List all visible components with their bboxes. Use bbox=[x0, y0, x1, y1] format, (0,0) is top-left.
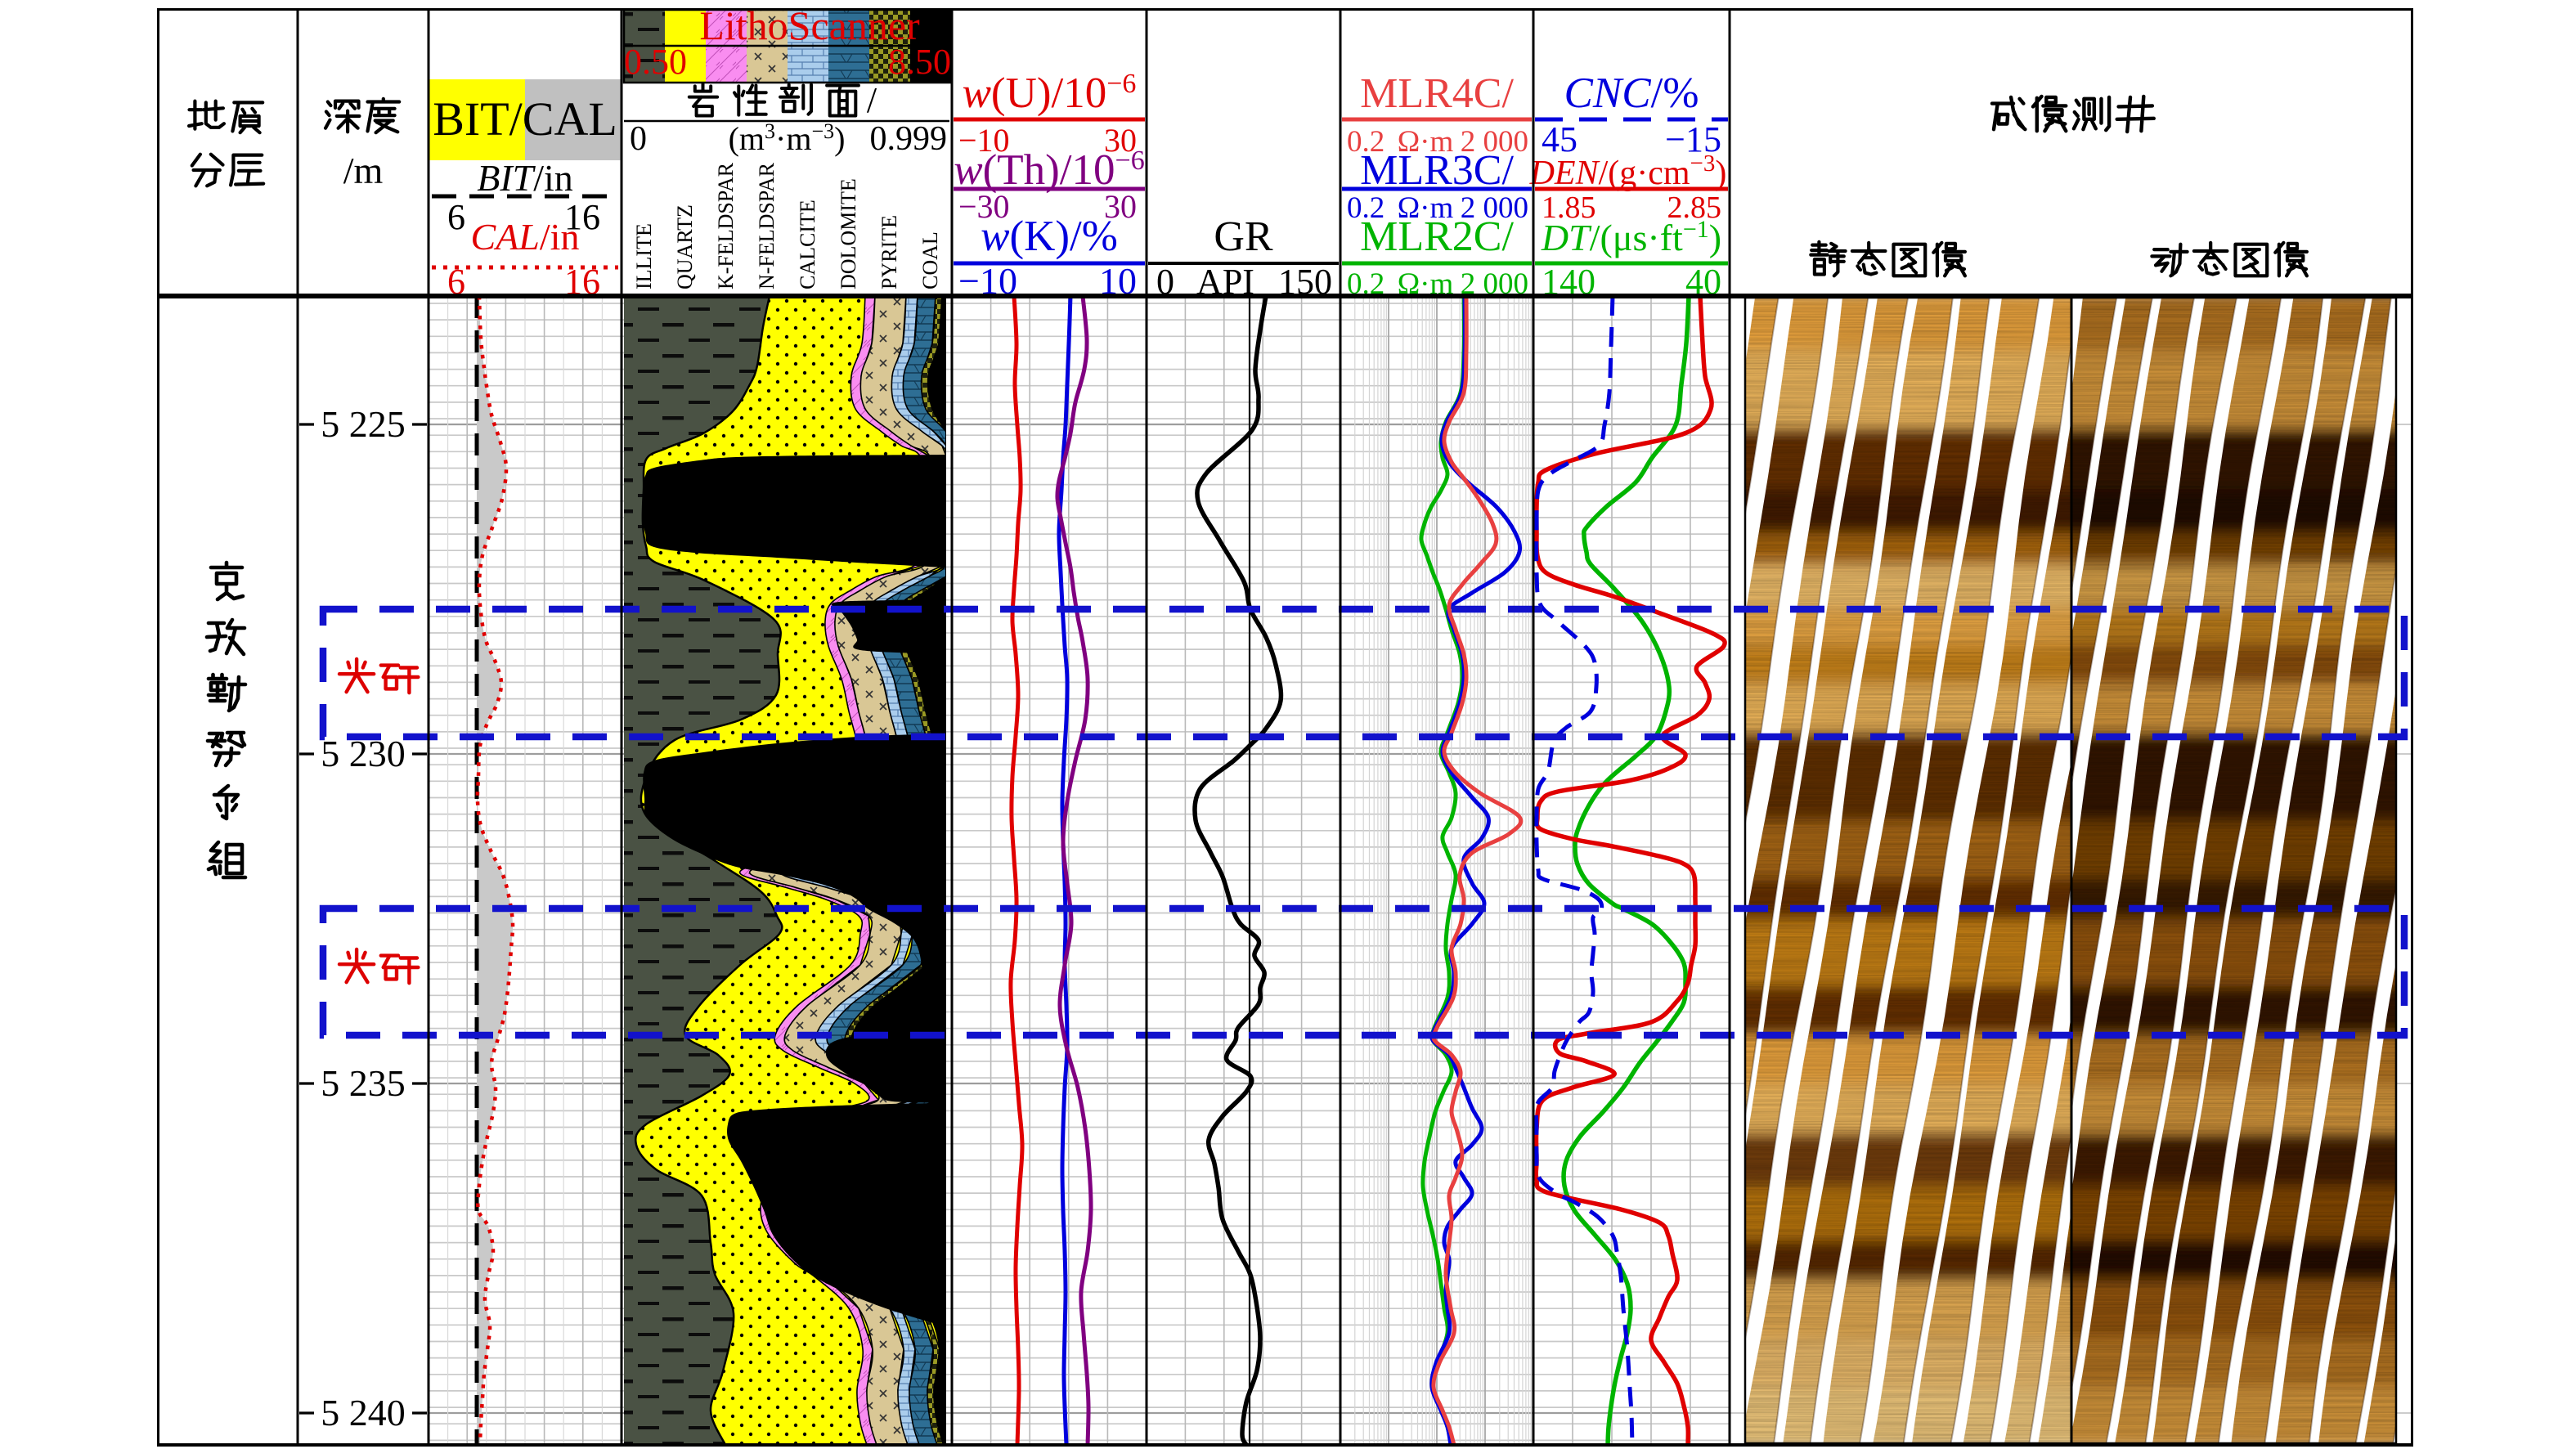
svg-text:0: 0 bbox=[630, 120, 647, 158]
svg-text:BIT/CAL: BIT/CAL bbox=[433, 92, 617, 146]
svg-text:CNC/%: CNC/% bbox=[1564, 70, 1699, 117]
svg-text:6: 6 bbox=[447, 262, 465, 302]
svg-text:2 000: 2 000 bbox=[1461, 125, 1528, 159]
svg-text:2 000: 2 000 bbox=[1461, 191, 1528, 225]
svg-text:−15: −15 bbox=[1665, 119, 1721, 159]
svg-text:PYRITE: PYRITE bbox=[877, 215, 901, 289]
svg-text:Ω·m: Ω·m bbox=[1398, 191, 1454, 225]
svg-text:COAL: COAL bbox=[918, 231, 942, 289]
svg-text:/: / bbox=[867, 80, 877, 120]
svg-text:MLR4C/: MLR4C/ bbox=[1360, 70, 1514, 117]
svg-text:CAL/in: CAL/in bbox=[471, 216, 580, 258]
svg-text:0.2: 0.2 bbox=[1347, 191, 1384, 225]
svg-text:DOLOMITE: DOLOMITE bbox=[837, 178, 860, 289]
svg-text:MLR2C/: MLR2C/ bbox=[1360, 213, 1514, 260]
svg-text:30: 30 bbox=[1104, 188, 1137, 225]
svg-text:16: 16 bbox=[564, 197, 600, 237]
svg-text:0.50: 0.50 bbox=[624, 42, 687, 82]
svg-text:Ω·m: Ω·m bbox=[1398, 125, 1454, 159]
svg-text:1.85: 1.85 bbox=[1542, 191, 1596, 225]
svg-text:/m: /m bbox=[343, 150, 384, 191]
svg-text:45: 45 bbox=[1542, 119, 1577, 159]
svg-text:0.999: 0.999 bbox=[870, 120, 948, 158]
svg-text:GR: GR bbox=[1214, 213, 1273, 260]
svg-text:2.85: 2.85 bbox=[1667, 191, 1722, 225]
svg-text:CALCITE: CALCITE bbox=[796, 200, 819, 289]
svg-text:MLR3C/: MLR3C/ bbox=[1360, 147, 1514, 194]
svg-text:0: 0 bbox=[1156, 262, 1174, 302]
svg-text:ILLITE: ILLITE bbox=[632, 223, 656, 289]
svg-text:−30: −30 bbox=[958, 188, 1010, 225]
svg-text:−10: −10 bbox=[958, 122, 1010, 159]
svg-text:N-FELDSPAR: N-FELDSPAR bbox=[755, 162, 779, 289]
svg-text:K-FELDSPAR: K-FELDSPAR bbox=[714, 162, 738, 289]
svg-text:5 240: 5 240 bbox=[321, 1392, 406, 1433]
svg-text:5 225: 5 225 bbox=[321, 403, 406, 445]
svg-text:DT/(μs·ft−1): DT/(μs·ft−1) bbox=[1541, 216, 1721, 259]
svg-text:BIT/in: BIT/in bbox=[477, 157, 573, 199]
svg-text:DEN/(g·cm−3): DEN/(g·cm−3) bbox=[1529, 150, 1727, 192]
svg-text:8.50: 8.50 bbox=[888, 42, 951, 82]
svg-text:6: 6 bbox=[447, 197, 465, 237]
svg-text:w(Th)/10−6: w(Th)/10−6 bbox=[954, 146, 1144, 195]
svg-text:w(K)/%: w(K)/% bbox=[981, 213, 1118, 260]
svg-text:0.2: 0.2 bbox=[1347, 125, 1384, 159]
svg-text:QUARTZ: QUARTZ bbox=[673, 204, 697, 289]
svg-text:5 235: 5 235 bbox=[321, 1062, 406, 1104]
svg-text:30: 30 bbox=[1104, 122, 1137, 159]
